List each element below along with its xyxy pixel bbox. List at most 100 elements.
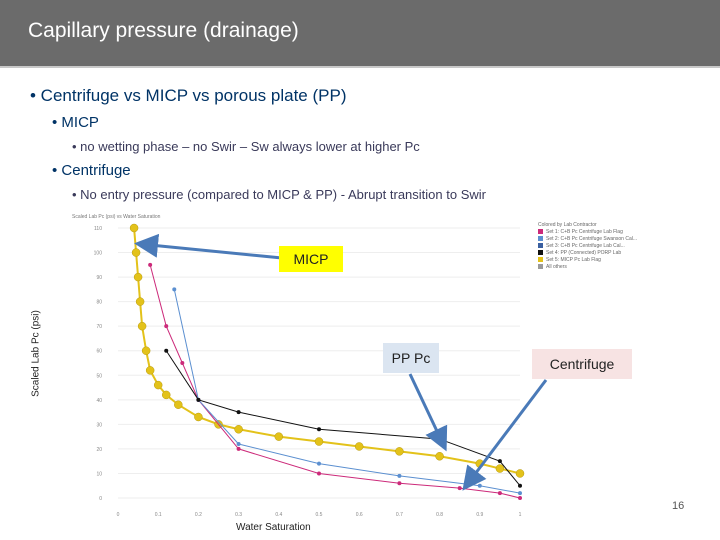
- data-point: [236, 446, 241, 451]
- y-tick-label: 10: [96, 471, 102, 477]
- capillary-pressure-chart: 0 10 20 30 40 50 60 70 80 90 100 110 0 0.1 0.2 0.3 0.4 0.…: [94, 223, 548, 518]
- data-point: [129, 223, 139, 233]
- legend-swatch: [538, 250, 543, 256]
- x-tick-label: 0.2: [195, 512, 202, 518]
- pp-callout: PP Pc: [383, 343, 439, 373]
- data-point: [164, 348, 169, 353]
- x-tick-label: 0: [117, 512, 120, 518]
- x-axis-title: Water Saturation: [236, 522, 311, 533]
- data-point: [518, 496, 522, 500]
- data-point: [274, 432, 284, 441]
- bullet-centrifuge-detail: • No entry pressure (compared to MICP & …: [72, 187, 486, 202]
- data-point: [435, 452, 444, 461]
- x-tick-label: 0.9: [476, 512, 483, 518]
- bullet-micp-detail: • no wetting phase – no Swir – Sw always…: [72, 139, 420, 154]
- data-point: [395, 447, 404, 456]
- data-point: [234, 425, 243, 434]
- plot-area: [118, 228, 520, 498]
- data-point: [153, 380, 163, 390]
- y-tick-label: 50: [96, 373, 102, 379]
- y-tick-label: 70: [96, 324, 102, 330]
- legend-item: Set 3: C+B Pc Centrifuge Lab Cal...: [538, 243, 637, 250]
- data-point: [172, 287, 177, 292]
- data-point: [180, 361, 185, 365]
- data-point: [196, 397, 201, 402]
- y-tick-label: 40: [96, 398, 102, 404]
- x-tick-label: 0.4: [275, 512, 282, 518]
- y-tick-label: 60: [96, 349, 102, 355]
- x-tick-label: 0.8: [436, 512, 443, 518]
- title-bar: Capillary pressure (drainage): [0, 0, 720, 66]
- slide-title: Capillary pressure (drainage): [28, 19, 299, 42]
- data-point: [497, 459, 502, 464]
- data-point: [317, 471, 321, 476]
- data-point: [495, 464, 505, 473]
- data-point: [174, 400, 183, 409]
- bullet-comparison: • Centrifuge vs MICP vs porous plate (PP…: [30, 86, 347, 105]
- x-tick-label: 0.3: [235, 512, 242, 518]
- data-point: [317, 427, 321, 432]
- pp-arrow: [408, 373, 448, 452]
- title-divider: [0, 66, 720, 68]
- legend-label: Set 1: C+B Pc Centrifuge Lab Flag: [546, 229, 623, 235]
- data-point: [194, 412, 203, 422]
- legend-swatch: [538, 257, 543, 263]
- legend-item: All others: [538, 264, 637, 271]
- data-point: [131, 248, 141, 257]
- data-point: [236, 410, 241, 415]
- legend-swatch: [538, 243, 543, 249]
- data-point: [457, 486, 462, 491]
- data-point: [354, 442, 364, 451]
- legend-item: Set 2: C+B Pc Centrifuge Swanson Cal...: [538, 236, 637, 243]
- data-point: [236, 442, 241, 446]
- y-axis-title: Scaled Lab Pc (psi): [30, 310, 42, 397]
- data-point: [135, 297, 145, 306]
- data-point: [518, 491, 522, 496]
- data-point: [137, 321, 147, 331]
- legend-swatch: [538, 229, 543, 235]
- data-point: [397, 481, 402, 486]
- data-point: [164, 324, 169, 329]
- legend-item: Set 4: PP (Connected) PORP Lab: [538, 250, 637, 257]
- legend-swatch: [538, 264, 543, 270]
- micp-arrow: [134, 233, 283, 260]
- y-tick-label: 0: [99, 496, 102, 502]
- y-tick-label: 80: [96, 300, 102, 306]
- x-tick-label: 0.5: [316, 512, 323, 518]
- data-point: [141, 346, 151, 355]
- data-point: [515, 469, 525, 478]
- data-point: [133, 272, 143, 282]
- chart-title: Scaled Lab Pc (psi) vs Water Saturation: [72, 214, 161, 220]
- data-point: [397, 473, 402, 478]
- bullet-centrifuge: • Centrifuge: [52, 162, 131, 179]
- data-point: [477, 483, 482, 488]
- x-tick-label: 0.6: [356, 512, 363, 518]
- legend-title: Colored by Lab Contractor: [538, 222, 597, 228]
- x-tick-label: 0.7: [396, 512, 403, 518]
- data-point: [148, 262, 153, 267]
- chart-legend: Colored by Lab Contractor Set 1: C+B Pc …: [538, 222, 637, 271]
- data-point: [161, 390, 171, 400]
- y-tick-label: 110: [94, 226, 102, 232]
- x-tick-label: 0.1: [155, 512, 162, 518]
- data-point: [145, 366, 155, 375]
- micp-callout: MICP: [279, 246, 343, 272]
- legend-label: Set 3: C+B Pc Centrifuge Lab Cal...: [546, 243, 625, 249]
- data-point: [314, 437, 324, 446]
- bullet-micp: • MICP: [52, 114, 99, 131]
- legend-label: All others: [546, 264, 567, 270]
- y-tick-label: 100: [94, 251, 103, 257]
- y-tick-label: 30: [96, 422, 102, 428]
- centrifuge-arrow: [462, 379, 548, 491]
- page-number: 16: [672, 500, 685, 512]
- legend-label: Set 2: C+B Pc Centrifuge Swanson Cal...: [546, 236, 638, 242]
- centrifuge-callout: Centrifuge: [532, 349, 632, 379]
- legend-item: Set 5: MICP Pc Lab Flag: [538, 257, 637, 264]
- y-tick-label: 90: [96, 275, 102, 281]
- y-tick-label: 20: [96, 447, 102, 453]
- data-point: [497, 491, 502, 496]
- data-point: [317, 461, 321, 466]
- legend-item: Set 1: C+B Pc Centrifuge Lab Flag: [538, 229, 637, 236]
- legend-label: Set 4: PP (Connected) PORP Lab: [546, 250, 622, 256]
- legend-swatch: [538, 236, 543, 242]
